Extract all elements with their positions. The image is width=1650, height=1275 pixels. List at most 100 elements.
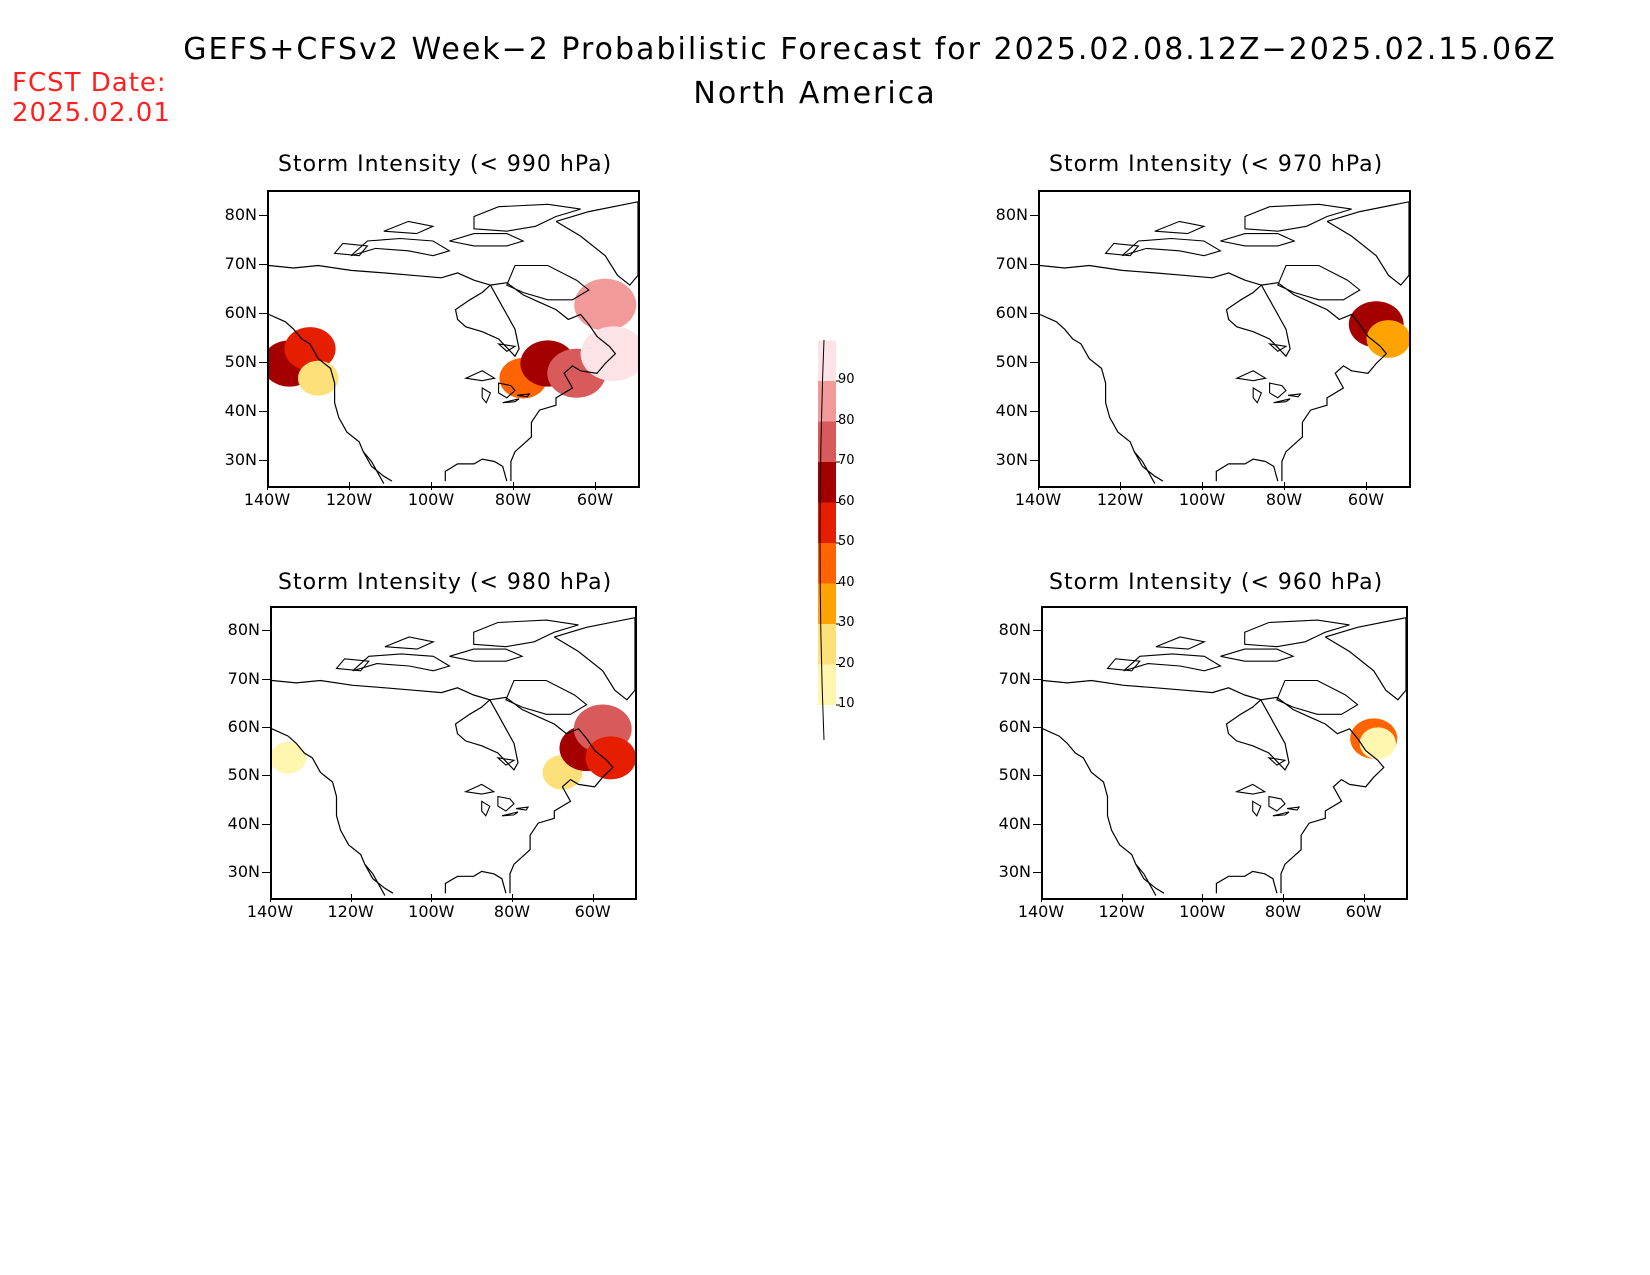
colorbar-level-label: 10 [838,696,855,711]
lat-tick [262,775,270,777]
lat-label: 70N [224,253,257,273]
coastline [333,242,369,257]
probability-colorbar [818,340,840,740]
lon-label: 60W [574,902,611,921]
lon-label: 80W [1264,902,1302,921]
colorbar-swatch [818,340,836,381]
lon-tick [595,482,596,490]
coastline [1252,387,1263,404]
coastline [1154,220,1206,235]
coastline [463,370,496,382]
lat-label: 60N [224,302,257,322]
colorbar-level-label: 50 [838,534,855,549]
lat-label: 40N [227,813,260,833]
coastline [555,201,638,286]
probability-area [272,741,307,774]
coastline [553,617,635,701]
lon-label: 60W [576,490,614,509]
lon-label: 140W [1017,902,1065,921]
lat-tick [1030,459,1038,461]
lon-label: 100W [407,490,455,509]
lon-label: 80W [1265,490,1303,509]
lat-label: 40N [224,400,257,420]
lat-label: 60N [998,716,1031,736]
lon-tick [267,482,268,490]
lat-tick [1033,871,1041,873]
coastline [1272,811,1290,817]
coastline [335,658,370,672]
map-canvas [1043,617,1406,896]
colorbar-level-label: 90 [838,372,855,387]
lon-tick [1363,894,1365,902]
lon-label: 140W [1014,490,1062,509]
coastline [362,451,385,484]
lat-tick [259,263,267,265]
map-canvas [269,201,638,484]
lon-tick [1038,482,1039,490]
coastline [1155,636,1207,650]
lon-label: 120W [1098,902,1145,921]
colorbar-swatch [818,421,836,462]
lon-label: 60W [1347,490,1385,509]
lat-tick [1033,823,1041,825]
lat-tick [1030,361,1038,363]
map-canvas [1040,201,1409,484]
colorbar-edge [819,340,825,740]
lon-label: 100W [408,902,455,921]
colorbar-level-label: 20 [838,655,855,671]
coastline [449,648,524,662]
lon-label: 100W [1178,490,1226,509]
lat-tick [1033,630,1041,632]
probability-area [1359,727,1396,760]
coastline [272,728,394,894]
coastline [501,811,519,817]
coastline [502,398,520,404]
lon-tick [1202,482,1203,490]
map-panel-960 [1041,606,1408,900]
coastline [269,313,393,482]
lon-tick [512,894,513,902]
coastline [350,237,451,257]
coastline [473,203,581,232]
lat-label: 80N [998,620,1031,640]
coastline [1043,728,1165,894]
panel-title-980: Storm Intensity (< 980 hPa) [278,570,613,595]
coastline [1244,203,1352,232]
lat-label: 30N [998,861,1031,881]
lon-tick [431,482,432,490]
lon-label: 60W [1345,902,1382,921]
lat-tick [1030,410,1038,412]
main-title: GEFS+CFSv2 Week−2 Probabilistic Forecast… [183,32,1557,67]
coastline [515,806,530,811]
coastline [1040,264,1388,482]
coastline [352,653,451,672]
coastline [1273,398,1291,404]
lat-label: 80N [224,204,257,224]
lat-tick [259,214,267,216]
colorbar-swatch [818,664,836,705]
lat-label: 70N [995,253,1028,273]
coastline [1269,382,1287,399]
lat-tick [1030,263,1038,265]
coastline [496,343,517,352]
colorbar-level-label: 30 [838,615,855,630]
colorbar-level-label: 70 [838,453,855,468]
lon-label: 120W [1096,490,1144,509]
lat-label: 70N [227,668,260,688]
colorbar-swatch [818,502,836,543]
lon-tick [349,482,350,490]
coastline [1234,783,1267,795]
coastline [1123,653,1222,672]
lon-tick [1120,482,1121,490]
coastline [383,220,435,235]
lat-label: 50N [227,765,260,785]
coastline [444,870,507,894]
colorbar-swatch [818,543,836,584]
lat-label: 30N [224,449,257,469]
lat-tick [1033,775,1041,777]
coastline [1326,201,1409,286]
lon-label: 80W [493,902,531,921]
probability-area [574,278,637,331]
lat-label: 50N [995,351,1028,371]
coastline [1277,264,1361,301]
